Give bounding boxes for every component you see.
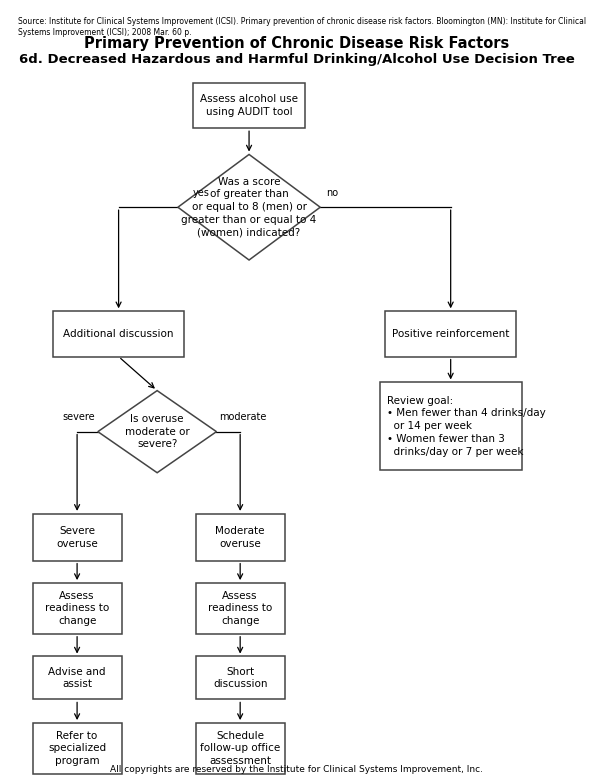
Text: Additional discussion: Additional discussion: [63, 329, 174, 339]
FancyBboxPatch shape: [53, 311, 184, 357]
Text: Was a score
of greater than
or equal to 8 (men) or
greater than or equal to 4
(w: Was a score of greater than or equal to …: [181, 177, 317, 238]
Text: Positive reinforcement: Positive reinforcement: [392, 329, 509, 339]
Text: Assess
readiness to
change: Assess readiness to change: [45, 590, 109, 626]
Text: Primary Prevention of Chronic Disease Risk Factors: Primary Prevention of Chronic Disease Ri…: [84, 35, 509, 51]
Text: no: no: [326, 188, 338, 198]
Text: Assess
readiness to
change: Assess readiness to change: [208, 590, 272, 626]
FancyBboxPatch shape: [33, 514, 122, 561]
Text: Is overuse
moderate or
severe?: Is overuse moderate or severe?: [125, 414, 190, 450]
Text: Schedule
follow-up office
assessment: Schedule follow-up office assessment: [200, 730, 280, 766]
Text: Assess alcohol use
using AUDIT tool: Assess alcohol use using AUDIT tool: [200, 94, 298, 117]
Text: Moderate
overuse: Moderate overuse: [215, 526, 265, 549]
FancyBboxPatch shape: [196, 514, 285, 561]
Text: Advise and
assist: Advise and assist: [49, 666, 106, 690]
FancyBboxPatch shape: [196, 656, 285, 699]
FancyBboxPatch shape: [33, 723, 122, 774]
Text: Short
discussion: Short discussion: [213, 666, 267, 690]
FancyBboxPatch shape: [33, 583, 122, 633]
FancyBboxPatch shape: [380, 382, 522, 470]
Text: moderate: moderate: [219, 412, 267, 422]
Text: Review goal:
• Men fewer than 4 drinks/day
  or 14 per week
• Women fewer than 3: Review goal: • Men fewer than 4 drinks/d…: [387, 396, 546, 457]
Polygon shape: [178, 155, 320, 260]
Text: Source: Institute for Clinical Systems Improvement (ICSI). Primary prevention of: Source: Institute for Clinical Systems I…: [18, 17, 586, 38]
FancyBboxPatch shape: [193, 83, 305, 128]
Text: 6d. Decreased Hazardous and Harmful Drinking/Alcohol Use Decision Tree: 6d. Decreased Hazardous and Harmful Drin…: [18, 53, 575, 66]
Text: yes: yes: [193, 188, 210, 198]
FancyBboxPatch shape: [33, 656, 122, 699]
Text: Refer to
specialized
program: Refer to specialized program: [48, 730, 106, 766]
Text: severe: severe: [62, 412, 95, 422]
Text: Severe
overuse: Severe overuse: [56, 526, 98, 549]
Polygon shape: [98, 390, 216, 472]
FancyBboxPatch shape: [385, 311, 516, 357]
Text: All copyrights are reserved by the Institute for Clinical Systems Improvement, I: All copyrights are reserved by the Insti…: [110, 765, 483, 774]
FancyBboxPatch shape: [196, 583, 285, 633]
FancyBboxPatch shape: [196, 723, 285, 774]
